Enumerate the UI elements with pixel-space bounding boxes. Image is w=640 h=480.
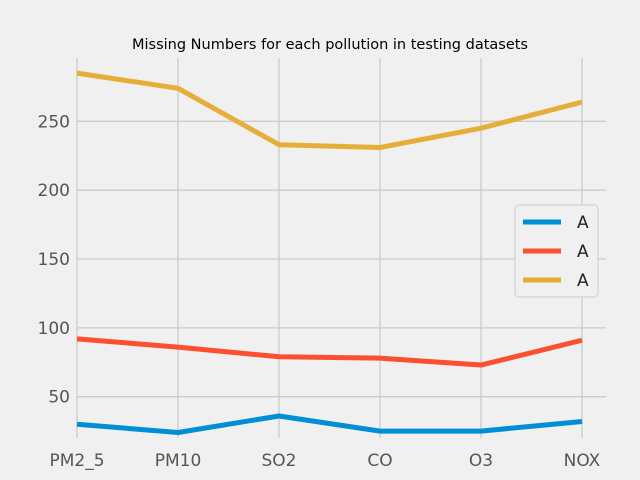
y-tick-label: 250 [38,112,70,132]
series-line-2 [76,336,583,368]
legend-label: A [577,213,589,233]
series-lines [76,70,583,435]
x-tick-label: SO2 [262,451,297,471]
y-tick-label: 100 [38,319,70,339]
x-tick-label: O3 [469,451,493,471]
y-tick-label: 150 [38,250,70,270]
y-tick-label: 200 [38,181,70,201]
x-tick-labels: PM2_5 PM10 SO2 CO O3 NOX [49,451,600,471]
x-tick-label: CO [367,451,392,471]
y-tick-labels: 50 100 150 200 250 [38,112,70,407]
x-tick-label: PM2_5 [49,451,104,471]
legend-label: A [577,242,589,262]
x-tick-label: NOX [564,451,601,471]
series-line-3 [76,70,583,150]
legend: AAA [514,204,599,298]
legend-label: A [577,271,589,291]
series-line-1 [76,413,583,435]
chart-title: Missing Numbers for each pollution in te… [132,37,528,53]
y-tick-label: 50 [48,388,70,408]
x-tick-label: PM10 [155,451,202,471]
